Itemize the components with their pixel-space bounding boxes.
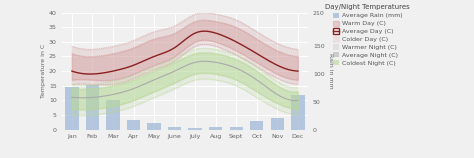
Y-axis label: Rain in mm: Rain in mm	[328, 53, 333, 89]
Bar	[291, 95, 304, 130]
Bar	[271, 118, 284, 130]
Bar	[209, 127, 222, 130]
Bar	[168, 127, 181, 130]
Bar	[86, 85, 99, 130]
Bar	[65, 87, 79, 130]
Bar	[229, 127, 243, 130]
Bar	[189, 128, 202, 130]
Bar	[127, 120, 140, 130]
Bar	[106, 100, 119, 130]
Legend: Average Rain (mm), Warm Day (C), Average Day (C), Colder Day (C), Warmer Night (: Average Rain (mm), Warm Day (C), Average…	[324, 3, 411, 67]
Bar	[250, 121, 264, 130]
Bar	[147, 123, 161, 130]
Y-axis label: Temperature in C: Temperature in C	[41, 44, 46, 98]
